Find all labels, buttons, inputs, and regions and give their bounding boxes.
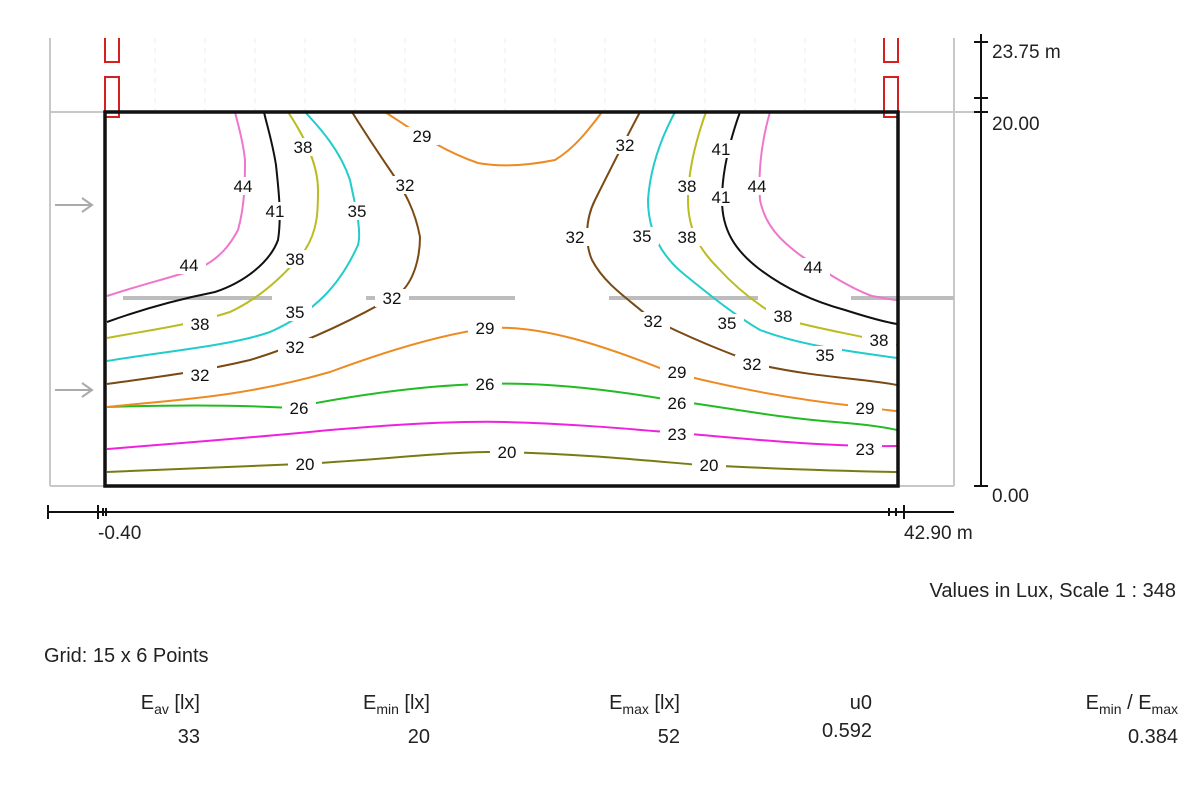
svg-text:23: 23 xyxy=(668,425,687,444)
svg-text:38: 38 xyxy=(678,177,697,196)
stat-emin-label: Emin [lx] xyxy=(362,692,430,717)
svg-text:32: 32 xyxy=(191,366,210,385)
grid-info: Grid: 15 x 6 Points xyxy=(44,645,209,667)
contour-26 xyxy=(106,382,898,431)
svg-text:38: 38 xyxy=(870,331,889,350)
stat-eav-value: 33 xyxy=(177,726,200,748)
svg-text:26: 26 xyxy=(290,399,309,418)
svg-text:35: 35 xyxy=(286,303,305,322)
svg-text:35: 35 xyxy=(816,346,835,365)
y-label-0: 0.00 xyxy=(992,486,1029,507)
stat-emax-value: 52 xyxy=(657,726,680,748)
y-label-top: 23.75 m xyxy=(992,42,1061,63)
x-label-right: 42.90 m xyxy=(904,523,973,544)
svg-text:26: 26 xyxy=(668,394,687,413)
svg-text:44: 44 xyxy=(234,177,253,196)
contour-41 xyxy=(106,111,281,323)
contour-38-right xyxy=(686,111,898,346)
direction-arrow-icon xyxy=(55,197,94,398)
svg-text:38: 38 xyxy=(191,315,210,334)
svg-text:35: 35 xyxy=(633,227,652,246)
svg-text:32: 32 xyxy=(644,312,663,331)
svg-text:38: 38 xyxy=(294,138,313,157)
svg-text:38: 38 xyxy=(774,307,793,326)
svg-text:38: 38 xyxy=(678,228,697,247)
svg-text:20: 20 xyxy=(296,455,315,474)
contour-32-right xyxy=(586,111,898,386)
contour-35 xyxy=(106,111,361,362)
svg-text:23: 23 xyxy=(856,440,875,459)
svg-text:29: 29 xyxy=(668,363,687,382)
svg-text:29: 29 xyxy=(856,399,875,418)
stat-emin: Emin [lx] 20 xyxy=(230,690,430,752)
svg-text:32: 32 xyxy=(286,338,305,357)
horizontal-dimension xyxy=(47,505,954,519)
svg-text:32: 32 xyxy=(743,355,762,374)
stat-eav: Eav [lx] 33 xyxy=(0,690,200,752)
contour-44-right xyxy=(758,111,898,301)
svg-text:29: 29 xyxy=(413,127,432,146)
stat-u0-value: 0.592 xyxy=(821,720,872,742)
svg-text:44: 44 xyxy=(804,258,823,277)
stat-u0-label: u0 xyxy=(849,692,872,714)
background-grid xyxy=(154,38,856,112)
contour-35-right xyxy=(646,111,898,359)
svg-text:32: 32 xyxy=(616,136,635,155)
scale-note: Values in Lux, Scale 1 : 348 xyxy=(929,580,1176,602)
svg-text:41: 41 xyxy=(266,202,285,221)
svg-text:35: 35 xyxy=(718,314,737,333)
contour-41-right xyxy=(720,111,898,325)
y-label-20: 20.00 xyxy=(992,114,1040,135)
vertical-dimension xyxy=(974,34,988,487)
stat-emin-value: 20 xyxy=(407,726,430,748)
contour-23 xyxy=(106,420,898,450)
stat-u0: u0 0.592 xyxy=(672,690,872,746)
x-label-left: -0.40 xyxy=(98,523,142,544)
svg-text:44: 44 xyxy=(180,256,199,275)
contour-44 xyxy=(106,111,247,297)
svg-text:41: 41 xyxy=(712,188,731,207)
svg-text:20: 20 xyxy=(498,443,517,462)
svg-text:38: 38 xyxy=(286,250,305,269)
contour-32 xyxy=(106,111,422,385)
stat-ratio: Emin / Emax 0.384 xyxy=(978,690,1178,752)
svg-text:32: 32 xyxy=(383,289,402,308)
luminaire-markers xyxy=(104,38,899,118)
stat-eav-label: Eav [lx] xyxy=(140,692,200,717)
stat-emax: Emax [lx] 52 xyxy=(480,690,680,752)
contour-labels: 20 20 20 23 23 26 26 26 29 29 29 29 32 32 32 32 32… xyxy=(172,127,896,475)
svg-text:35: 35 xyxy=(348,202,367,221)
stat-ratio-value: 0.384 xyxy=(1127,726,1178,748)
svg-text:20: 20 xyxy=(700,456,719,475)
isolux-plot: 20 20 20 23 23 26 26 26 29 29 29 29 32 32 32 32 32… xyxy=(47,34,988,519)
stat-emax-label: Emax [lx] xyxy=(609,692,680,717)
svg-text:29: 29 xyxy=(476,319,495,338)
svg-text:44: 44 xyxy=(748,177,767,196)
svg-text:32: 32 xyxy=(566,228,585,247)
svg-text:26: 26 xyxy=(476,375,495,394)
stat-ratio-label: Emin / Emax xyxy=(1085,692,1178,717)
svg-text:41: 41 xyxy=(712,140,731,159)
evaluation-area xyxy=(103,110,900,488)
svg-text:32: 32 xyxy=(396,176,415,195)
contour-29 xyxy=(106,326,898,412)
